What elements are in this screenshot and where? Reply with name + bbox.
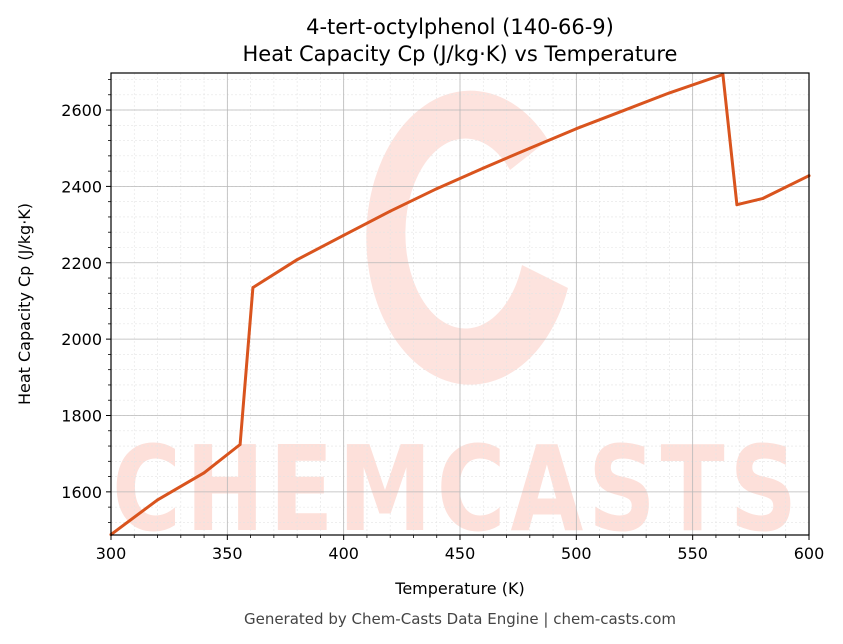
tick-marks — [106, 79, 810, 540]
x-tick-label: 350 — [212, 544, 243, 563]
data-point — [668, 91, 671, 95]
data-point — [435, 187, 439, 191]
data-point — [528, 146, 532, 150]
data-point — [574, 127, 578, 131]
data-point — [202, 471, 206, 475]
watermark-text: CHEMCASTS — [112, 420, 802, 558]
x-tick-label: 550 — [677, 544, 708, 563]
y-axis-label: Heat Capacity Cp (J/kg·K) — [15, 203, 34, 405]
y-tick-label: 1800 — [61, 406, 102, 425]
chart-title-line1: 4-tert-octylphenol (140-66-9) — [306, 15, 614, 39]
data-point — [238, 443, 242, 446]
y-tick-labels: 1600 1800 2000 2200 2400 2600 — [61, 101, 102, 502]
data-point — [761, 197, 764, 201]
data-point — [388, 209, 392, 213]
chart-title-line2: Heat Capacity Cp (J/kg·K) vs Temperature — [243, 42, 678, 66]
series-group — [109, 73, 811, 537]
x-axis-label: Temperature (K) — [394, 579, 524, 598]
y-tick-label: 1600 — [61, 483, 102, 502]
data-point — [621, 109, 625, 113]
x-tick-label: 400 — [328, 544, 359, 563]
y-tick-label: 2200 — [61, 254, 102, 273]
data-point — [251, 286, 255, 289]
data-point — [342, 233, 346, 237]
watermark-c-logo — [366, 90, 568, 385]
major-grid — [111, 73, 809, 535]
x-tick-label: 600 — [794, 544, 825, 563]
y-tick-label: 2400 — [61, 177, 102, 196]
data-point — [295, 258, 299, 262]
x-tick-label: 300 — [96, 544, 127, 563]
series-line — [109, 73, 811, 537]
watermark: CHEMCASTS — [112, 90, 802, 558]
y-tick-label: 2000 — [61, 330, 102, 349]
data-point — [156, 498, 159, 502]
y-tick-label: 2600 — [61, 101, 102, 120]
data-point — [481, 166, 485, 170]
x-tick-label: 500 — [561, 544, 592, 563]
x-tick-label: 450 — [445, 544, 476, 563]
footer-credit: Generated by Chem-Casts Data Engine | ch… — [244, 610, 676, 628]
data-point — [735, 203, 739, 207]
data-point — [721, 73, 725, 76]
x-tick-labels: 300 350 400 450 500 550 600 — [96, 544, 825, 563]
